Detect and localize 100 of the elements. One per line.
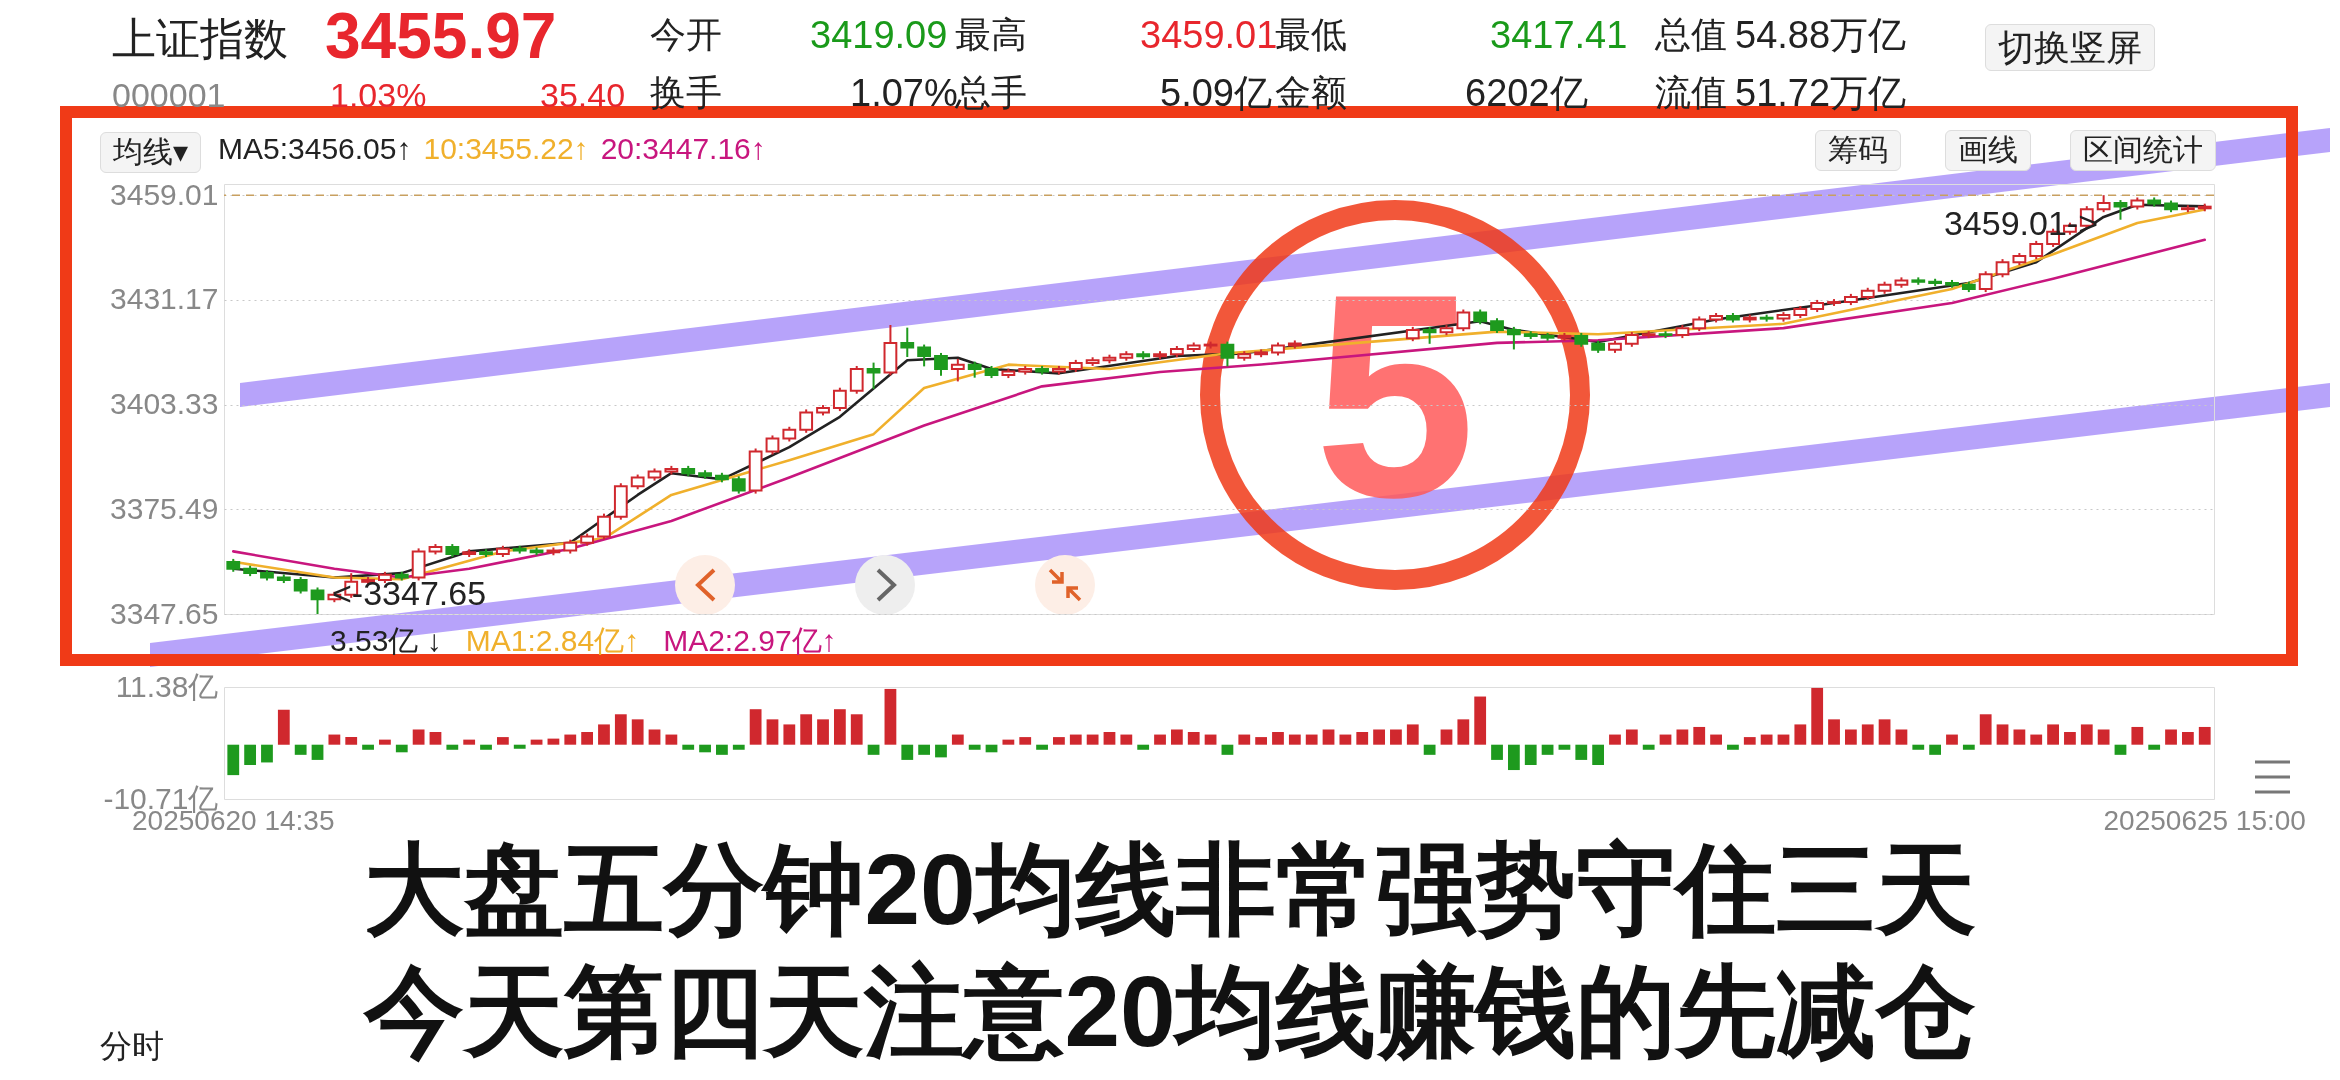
bar xyxy=(1659,734,1672,745)
text: 金额 xyxy=(1275,72,1347,114)
bar xyxy=(2181,732,2194,745)
bar xyxy=(665,734,678,745)
bar xyxy=(1272,732,1284,745)
bar xyxy=(581,732,594,745)
bar xyxy=(1710,734,1722,745)
bar xyxy=(1558,744,1571,750)
text: 画线 xyxy=(1945,130,2031,171)
bar xyxy=(1305,734,1318,745)
text: 流值 xyxy=(1655,72,1727,114)
text: 今天第四天注意20均线赚钱的先减仓 xyxy=(364,954,1976,1069)
bar xyxy=(2131,726,2144,745)
bar xyxy=(1625,729,1638,745)
text: 切换竖屏 xyxy=(1985,24,2155,72)
bar xyxy=(1676,729,1689,745)
bar xyxy=(1221,744,1234,755)
y-tick-label: 3459.01 xyxy=(110,177,219,211)
bar xyxy=(379,739,391,745)
bar xyxy=(496,737,509,745)
bar xyxy=(1861,724,1874,745)
bar xyxy=(935,744,947,758)
bar xyxy=(1996,724,2009,745)
text: 最高 xyxy=(955,14,1027,56)
candlestick xyxy=(934,351,948,377)
bar xyxy=(1592,744,1605,765)
bar xyxy=(362,744,374,750)
text: 3419.09 xyxy=(810,14,948,58)
text: 51.72万亿 xyxy=(1735,72,1907,116)
bar xyxy=(817,719,829,745)
text: 区间统计 xyxy=(2070,130,2216,171)
y-tick-label: 11.38亿 xyxy=(115,669,219,703)
text: 35.40 xyxy=(540,76,626,116)
bar xyxy=(1457,719,1470,745)
text: 000001 xyxy=(112,76,226,116)
bar xyxy=(850,714,863,745)
text: 今开 xyxy=(650,14,722,56)
bar xyxy=(682,744,695,750)
bar xyxy=(2148,744,2161,750)
text: 10:3455.22↑ xyxy=(423,132,589,167)
text: 均线▾ xyxy=(100,132,202,173)
candlestick xyxy=(849,364,864,395)
bar xyxy=(631,719,644,745)
bar xyxy=(1743,737,1756,745)
bar xyxy=(2114,744,2127,755)
bar xyxy=(1929,744,1942,755)
bar xyxy=(564,734,577,745)
bar xyxy=(783,724,796,745)
bar xyxy=(2080,724,2093,745)
bar xyxy=(2165,729,2177,745)
bar xyxy=(1373,729,1385,745)
bar xyxy=(1288,734,1301,745)
bar xyxy=(261,744,273,763)
y-tick-label: 3431.17 xyxy=(110,282,219,316)
bar xyxy=(1154,734,1166,745)
bar xyxy=(1187,732,1200,745)
text: 54.88万亿 xyxy=(1735,14,1907,58)
bar xyxy=(1491,744,1503,760)
candlestick xyxy=(2029,239,2044,261)
bar xyxy=(2013,729,2026,745)
candlestick xyxy=(866,361,881,390)
bar xyxy=(1693,726,1706,745)
bar xyxy=(1946,734,1958,745)
candlestick xyxy=(1506,325,1521,351)
text: 总手 xyxy=(955,72,1027,114)
bar xyxy=(918,744,931,755)
bar xyxy=(1828,719,1840,745)
bar xyxy=(1238,734,1251,745)
bar xyxy=(1962,744,1975,750)
candlestick xyxy=(950,357,965,383)
bar xyxy=(1069,734,1082,745)
candlestick xyxy=(832,386,847,413)
y-tick-label: 3403.33 xyxy=(110,387,219,421)
bar xyxy=(800,714,813,745)
bar xyxy=(1356,732,1369,745)
bar xyxy=(1002,739,1015,745)
text: 大盘五分钟20均线非常强势守住三天 xyxy=(364,832,1976,947)
bar xyxy=(732,744,745,750)
bar xyxy=(1575,744,1588,760)
bar xyxy=(833,709,846,745)
bar xyxy=(446,744,459,750)
text: 1.03% xyxy=(330,76,427,116)
bar xyxy=(1474,696,1487,745)
bar xyxy=(648,729,661,745)
bar xyxy=(2198,726,2211,745)
bar xyxy=(1895,729,1908,745)
text: 20:3447.16↑ xyxy=(600,132,766,167)
bar xyxy=(1794,724,1807,745)
bar xyxy=(547,738,560,745)
bar xyxy=(1844,729,1857,745)
bar xyxy=(311,744,324,760)
text: 最低 xyxy=(1275,14,1347,56)
bar xyxy=(968,744,981,750)
bar xyxy=(277,709,290,745)
bar xyxy=(2047,724,2059,745)
bar xyxy=(1406,724,1419,745)
bar xyxy=(294,744,307,755)
bar xyxy=(1036,744,1048,750)
y-tick-label: 3375.49 xyxy=(110,491,219,525)
candlestick xyxy=(765,434,780,456)
